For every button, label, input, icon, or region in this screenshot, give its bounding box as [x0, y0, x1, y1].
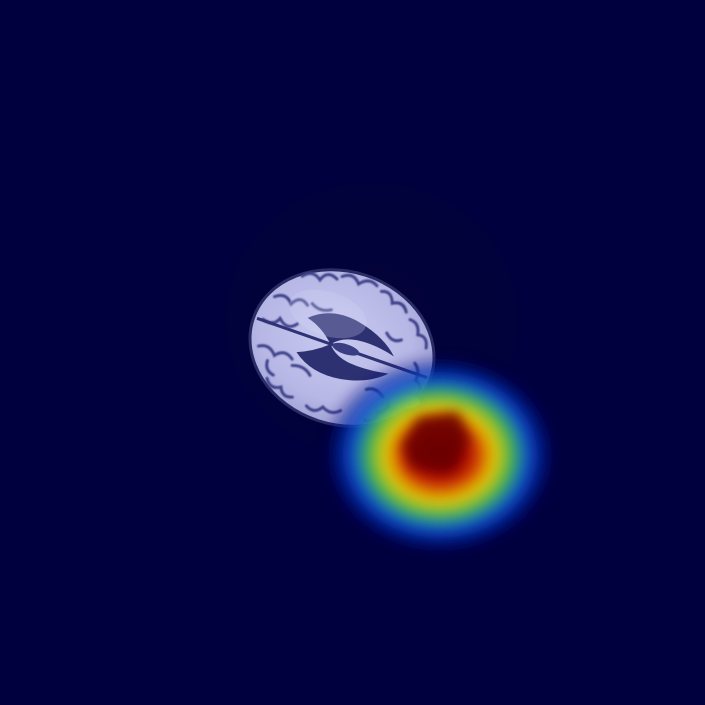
ventricles	[296, 313, 394, 381]
heatmap-core	[402, 412, 470, 470]
heatmap-overlay	[322, 355, 558, 555]
